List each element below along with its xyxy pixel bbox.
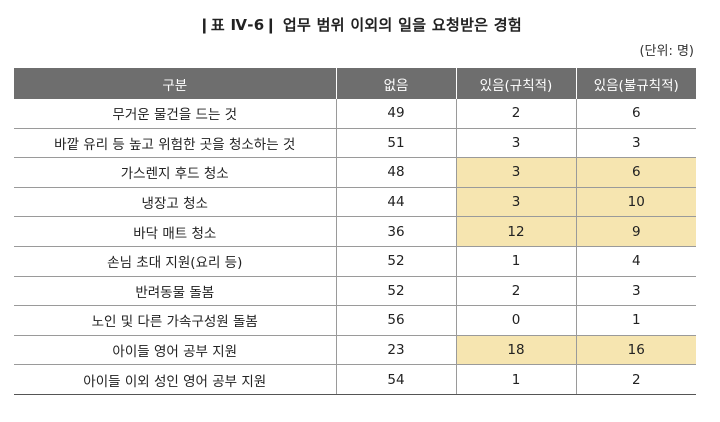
- cell-regular: 2: [455, 276, 576, 307]
- cell-none: 52: [335, 246, 456, 277]
- cell-irregular: 3: [575, 276, 696, 307]
- row-label: 바닥 매트 청소: [14, 216, 336, 247]
- cell-irregular: 2: [575, 364, 696, 395]
- cell-regular-highlighted: 3: [455, 157, 576, 188]
- header-row: 구분 없음 있음(규칙적) 있음(불규칙적): [14, 68, 696, 99]
- header-regular: 있음(규칙적): [455, 68, 576, 99]
- table-row: 가스렌지 후드 청소 48 3 6: [14, 157, 696, 188]
- cell-irregular: 6: [575, 99, 696, 129]
- cell-irregular-highlighted: 6: [575, 157, 696, 188]
- row-label: 바깥 유리 등 높고 위험한 곳을 청소하는 것: [14, 128, 336, 159]
- cell-irregular-highlighted: 9: [575, 216, 696, 247]
- row-label: 가스렌지 후드 청소: [14, 157, 336, 188]
- cell-none: 48: [335, 157, 456, 188]
- row-label: 아이들 영어 공부 지원: [14, 335, 336, 366]
- cell-regular: 1: [455, 246, 576, 277]
- cell-regular-highlighted: 18: [455, 335, 576, 366]
- cell-none: 44: [335, 187, 456, 218]
- row-label: 아이들 이외 성인 영어 공부 지원: [14, 364, 336, 395]
- row-label: 손님 초대 지원(요리 등): [14, 246, 336, 277]
- cell-none: 36: [335, 216, 456, 247]
- cell-irregular-highlighted: 10: [575, 187, 696, 218]
- cell-none: 51: [335, 128, 456, 159]
- header-irregular: 있음(불규칙적): [575, 68, 696, 99]
- cell-none: 56: [335, 305, 456, 336]
- cell-regular: 1: [455, 364, 576, 395]
- cell-irregular: 3: [575, 128, 696, 159]
- cell-none: 54: [335, 364, 456, 395]
- table-row: 노인 및 다른 가속구성원 돌봄 56 0 1: [14, 305, 696, 336]
- cell-none: 49: [335, 99, 456, 129]
- table-row: 아이들 영어 공부 지원 23 18 16: [14, 335, 696, 366]
- table-row: 바깥 유리 등 높고 위험한 곳을 청소하는 것 51 3 3: [14, 128, 696, 159]
- table-row: 아이들 이외 성인 영어 공부 지원 54 1 2: [14, 364, 696, 395]
- cell-none: 23: [335, 335, 456, 366]
- cell-regular-highlighted: 12: [455, 216, 576, 247]
- header-none: 없음: [335, 68, 456, 99]
- row-label: 반려동물 돌봄: [14, 276, 336, 307]
- cell-regular: 3: [455, 128, 576, 159]
- table-row: 무거운 물건을 드는 것 49 2 6: [14, 99, 696, 129]
- table-row: 냉장고 청소 44 3 10: [14, 187, 696, 218]
- row-label: 냉장고 청소: [14, 187, 336, 218]
- data-table: 구분 없음 있음(규칙적) 있음(불규칙적) 무거운 물건을 드는 것 49 2…: [14, 68, 696, 395]
- cell-none: 52: [335, 276, 456, 307]
- unit-label: (단위: 명): [639, 44, 694, 59]
- cell-irregular: 1: [575, 305, 696, 336]
- cell-regular: 0: [455, 305, 576, 336]
- table-title: ❙표 Ⅳ-6❙ 업무 범위 이외의 일을 요청받은 경험: [197, 16, 523, 34]
- cell-irregular-highlighted: 16: [575, 335, 696, 366]
- cell-regular-highlighted: 3: [455, 187, 576, 218]
- row-label: 노인 및 다른 가속구성원 돌봄: [14, 305, 336, 336]
- cell-regular: 2: [455, 99, 576, 129]
- row-label: 무거운 물건을 드는 것: [14, 99, 336, 129]
- table-row: 손님 초대 지원(요리 등) 52 1 4: [14, 246, 696, 277]
- header-category: 구분: [14, 68, 336, 99]
- table-row: 바닥 매트 청소 36 12 9: [14, 216, 696, 247]
- table-row: 반려동물 돌봄 52 2 3: [14, 276, 696, 307]
- cell-irregular: 4: [575, 246, 696, 277]
